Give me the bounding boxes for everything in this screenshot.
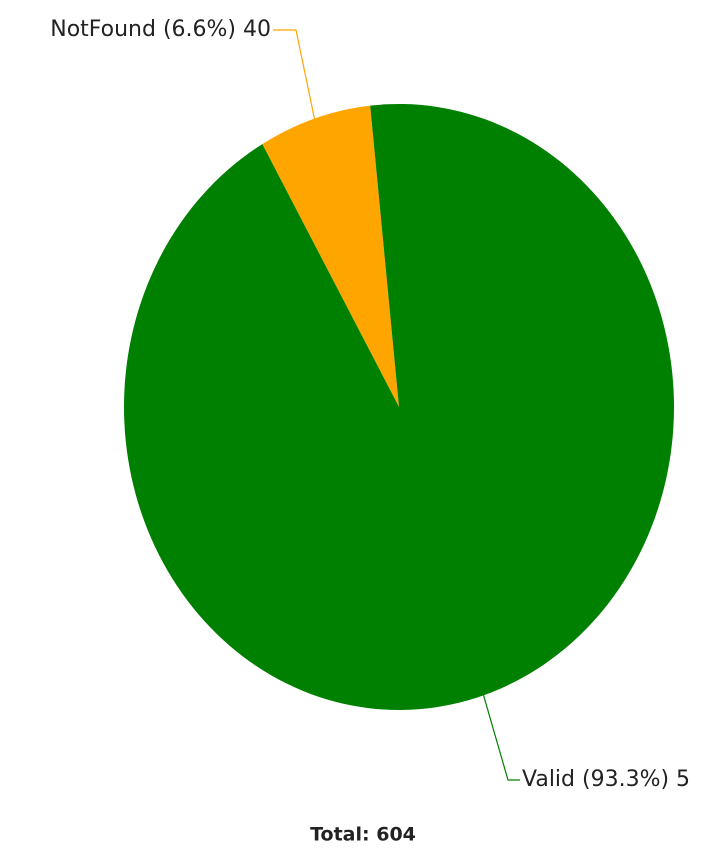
slice-label: NotFound (6.6%) 40 [50,17,271,42]
leader-line [482,695,520,781]
leader-line [273,29,316,119]
total-label: Total: 604 [310,824,416,846]
pie-slice [124,104,675,711]
slice-label: Valid (93.3%) 5 [522,767,690,792]
pie-slice [262,105,399,408]
